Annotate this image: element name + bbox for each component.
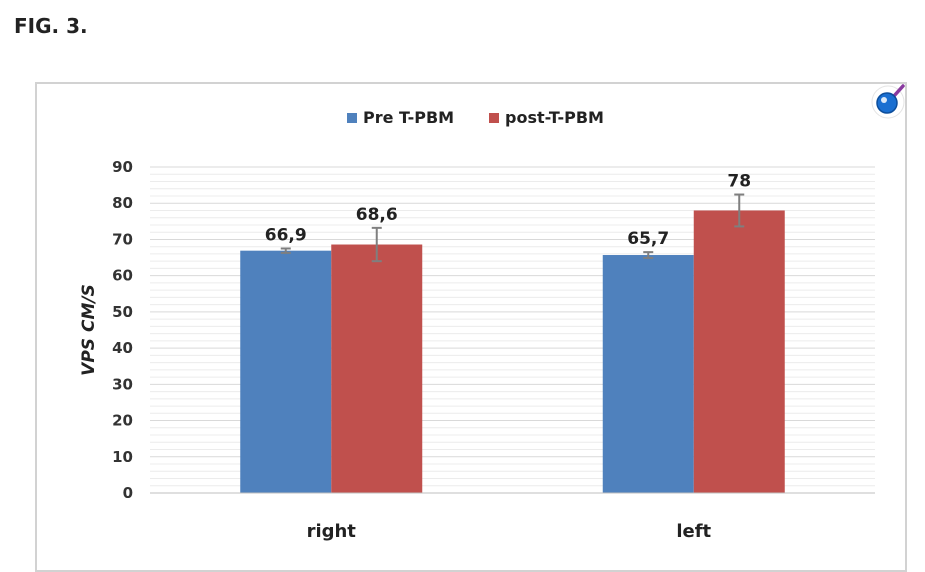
bar <box>693 210 785 493</box>
y-tick-label: 10 <box>112 448 133 466</box>
x-tick-label: right <box>307 521 357 542</box>
y-tick-label: 80 <box>112 194 133 212</box>
y-tick-label: 40 <box>112 339 133 357</box>
legend-swatch <box>489 113 499 123</box>
data-label: 68,6 <box>356 205 398 225</box>
bar <box>602 255 694 493</box>
y-tick-label: 30 <box>112 375 133 393</box>
legend-label: post-T-PBM <box>505 108 604 127</box>
y-tick-label: 90 <box>112 158 133 176</box>
x-tick-label: left <box>676 521 711 542</box>
page: FIG. 3. 0 10 20 30 40 50 60 70 80 90 VPS CM/S 66,9 6… <box>14 14 912 572</box>
bar <box>240 250 332 493</box>
magnifier-icon[interactable] <box>868 80 912 124</box>
bar-chart: 0 10 20 30 40 50 60 70 80 90 VPS CM/S 66,9 68,6 right… <box>79 108 875 542</box>
y-tick-label: 60 <box>112 267 133 285</box>
y-tick-label: 50 <box>112 303 133 321</box>
y-tick-label: 0 <box>123 484 133 502</box>
data-label: 78 <box>727 172 751 192</box>
data-label: 66,9 <box>265 226 307 246</box>
legend-swatch <box>347 113 357 123</box>
y-tick-label: 70 <box>112 230 133 248</box>
bar <box>331 244 423 493</box>
figure-label: FIG. 3. <box>14 14 88 38</box>
legend-label: Pre T-PBM <box>363 108 454 127</box>
data-label: 65,7 <box>627 229 669 249</box>
y-tick-label: 20 <box>112 412 133 430</box>
y-axis-title: VPS CM/S <box>79 284 99 376</box>
